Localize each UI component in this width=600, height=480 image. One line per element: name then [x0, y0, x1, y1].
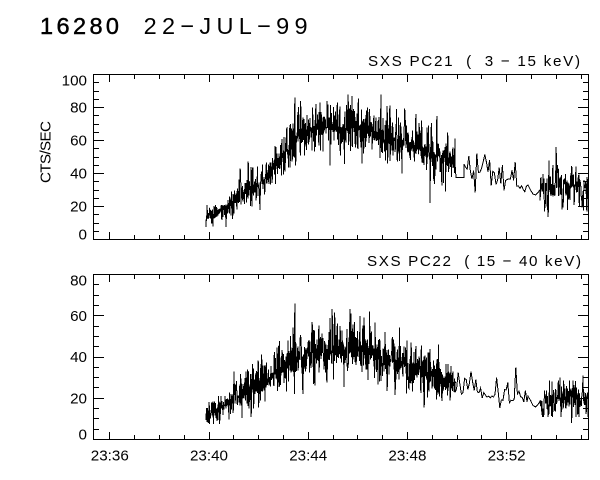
svg-text:40: 40: [70, 349, 87, 366]
svg-text:CTS/SEC: CTS/SEC: [38, 121, 55, 183]
svg-text:23:44: 23:44: [289, 448, 327, 465]
svg-text:23:40: 23:40: [190, 448, 228, 465]
svg-text:SXS PC22 ( 15 − 40 keV): SXS PC22 ( 15 − 40 keV): [367, 253, 581, 270]
svg-text:0: 0: [79, 426, 87, 443]
svg-text:20: 20: [70, 390, 87, 407]
svg-text:80: 80: [70, 100, 87, 117]
svg-text:20: 20: [70, 199, 87, 216]
svg-text:23:36: 23:36: [91, 448, 129, 465]
svg-text:80: 80: [70, 273, 87, 290]
svg-text:16280: 16280: [40, 13, 119, 39]
svg-text:23:48: 23:48: [388, 448, 426, 465]
svg-text:SXS PC21 ( 3 − 15 keV): SXS PC21 ( 3 − 15 keV): [368, 53, 580, 70]
svg-text:22−JUL−99: 22−JUL−99: [144, 13, 308, 39]
svg-text:23:52: 23:52: [488, 448, 526, 465]
svg-text:40: 40: [70, 166, 87, 183]
svg-text:100: 100: [62, 73, 87, 90]
svg-text:60: 60: [70, 133, 87, 150]
svg-text:0: 0: [79, 226, 87, 243]
svg-text:60: 60: [70, 308, 87, 325]
